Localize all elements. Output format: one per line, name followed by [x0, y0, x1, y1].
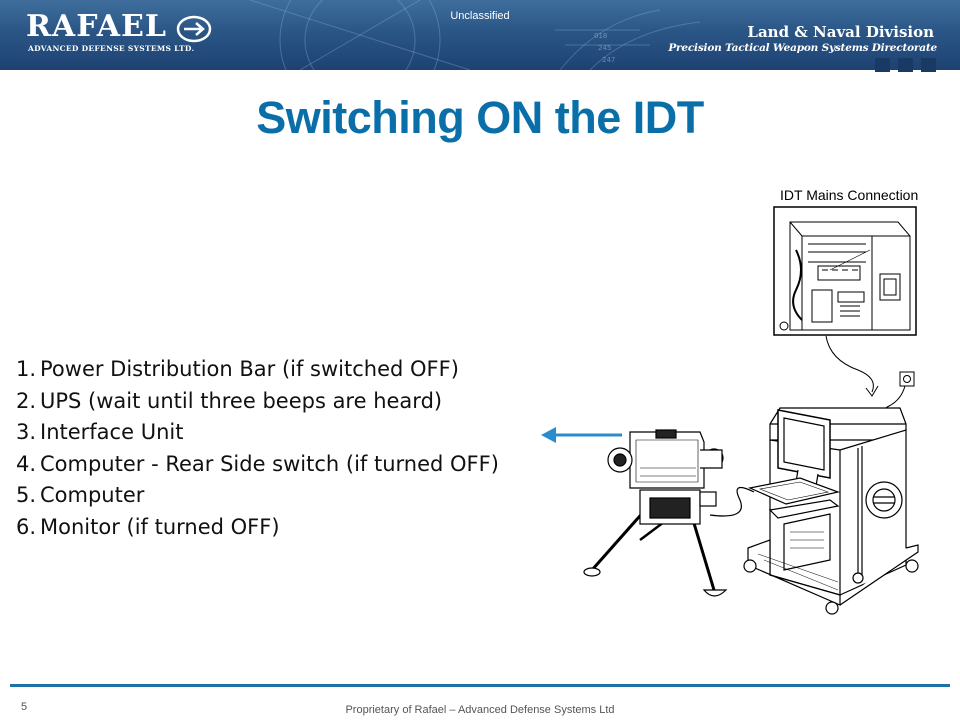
- step-number: 6.: [16, 514, 37, 539]
- logo-wordmark: RAFAEL: [26, 9, 167, 44]
- banner-decoration: 018 245 247: [249, 0, 701, 70]
- figure-caption: IDT Mains Connection: [780, 187, 919, 203]
- step-text: UPS (wait until three beeps are heard): [40, 388, 443, 413]
- svg-text:245: 245: [598, 44, 611, 52]
- list-item: 1. Power Distribution Bar (if switched OF…: [16, 354, 499, 386]
- footer-proprietary-notice: Proprietary of Rafael – Advanced Defense…: [345, 704, 615, 716]
- steps-list: 1. Power Distribution Bar (if switched OF…: [16, 354, 499, 544]
- step-text: Power Distribution Bar (if switched OFF): [40, 357, 459, 381]
- rafael-logo: RAFAEL ADVANCED DEFENSE SYSTEMS LTD.: [26, 10, 216, 58]
- division-name: Land & Naval Division: [747, 23, 934, 41]
- step-text: Monitor (if turned OFF): [40, 514, 280, 539]
- footer-rule: [10, 684, 950, 687]
- step-text: Computer - Rear Side switch (if turned O…: [40, 451, 499, 476]
- svg-text:018: 018: [594, 32, 607, 40]
- list-item: 3. Interface Unit: [16, 417, 499, 449]
- slide-title: Switching ON the IDT: [256, 92, 704, 143]
- callout-line: [825, 335, 874, 393]
- step-number: 1.: [16, 357, 37, 381]
- step-number: 4.: [16, 451, 37, 476]
- idt-equipment-diagram: [541, 206, 919, 615]
- step-text: Computer: [40, 483, 145, 508]
- mains-connection-inset: [773, 206, 917, 336]
- logo-emblem-icon: [176, 15, 212, 43]
- classification-label: Unclassified: [450, 10, 510, 22]
- header-banner: 018 245 247 RAFAEL ADVANCED DEFENSE SYST…: [0, 0, 960, 70]
- step-number: 5.: [16, 483, 37, 508]
- step-number: 3.: [16, 420, 37, 445]
- step-number: 2.: [16, 388, 37, 413]
- list-item: 6. Monitor (if turned OFF): [16, 512, 499, 544]
- page-number: 5: [21, 701, 28, 713]
- list-item: 5. Computer: [16, 480, 499, 512]
- directorate-name: Precision Tactical Weapon Systems Direct…: [668, 42, 937, 54]
- callout-arrowhead: [865, 385, 879, 397]
- list-item: 4. Computer - Rear Side switch (if turned…: [16, 449, 499, 481]
- list-item: 2. UPS (wait until three beeps are heard): [16, 386, 499, 418]
- console-cabinet: [709, 407, 919, 615]
- svg-text:247: 247: [602, 56, 615, 64]
- arrow-left-icon: [541, 427, 622, 443]
- header-square-3: [921, 58, 936, 72]
- step-text: Interface Unit: [40, 420, 184, 445]
- logo-tagline: ADVANCED DEFENSE SYSTEMS LTD.: [28, 44, 195, 53]
- header-square-2: [898, 58, 913, 72]
- tripod-sight-unit: [583, 429, 728, 597]
- header-square-1: [875, 58, 890, 72]
